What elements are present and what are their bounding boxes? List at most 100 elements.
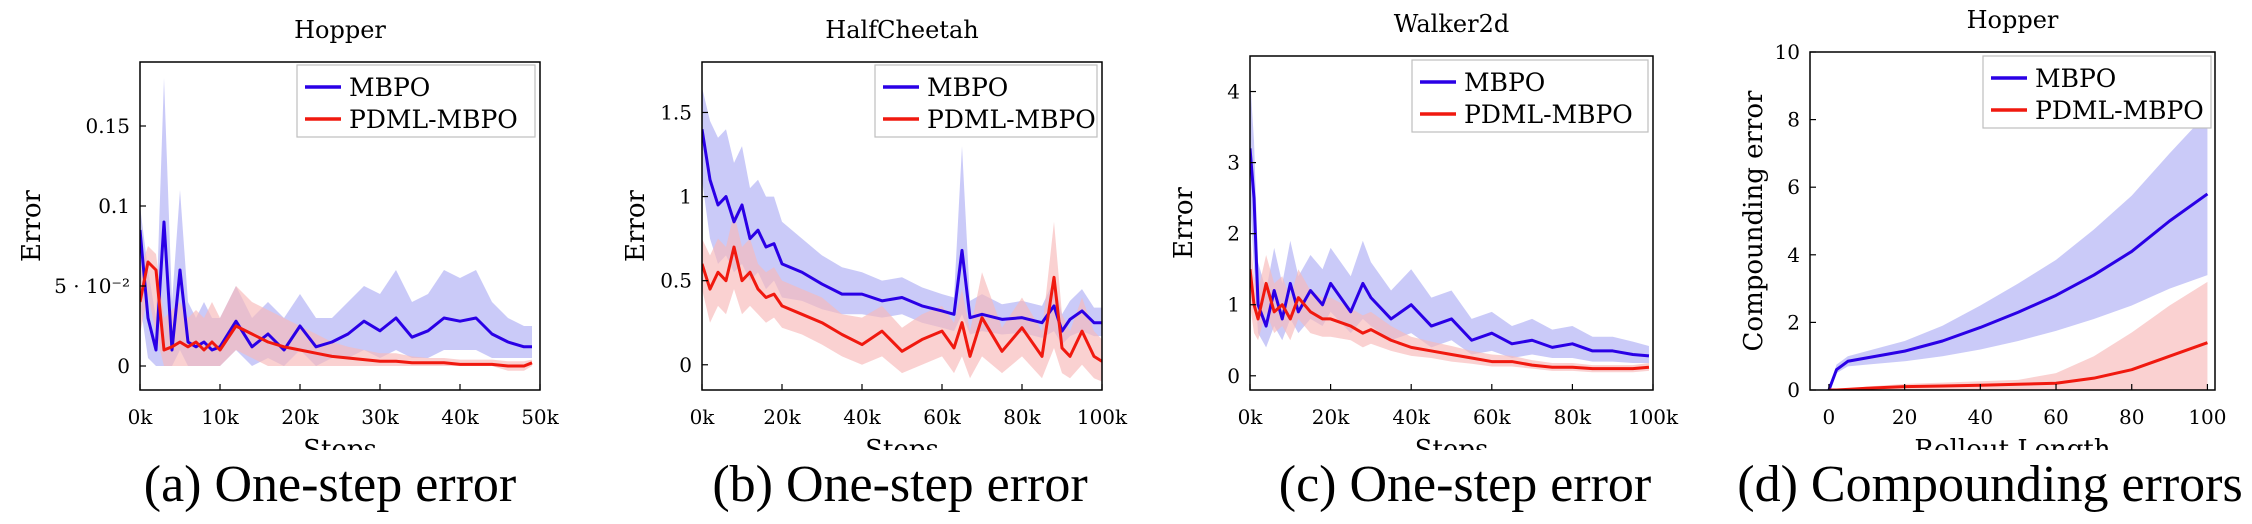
y-tick-label: 3	[1227, 151, 1240, 175]
x-tick-label: 40k	[1392, 405, 1430, 429]
y-tick-label: 0	[117, 354, 130, 378]
x-axis-label: Steps	[865, 435, 939, 450]
y-tick-label: 5 · 10⁻²	[54, 274, 130, 298]
x-tick-label: 10k	[201, 405, 239, 429]
plot-frame	[701, 61, 1103, 391]
caption-a: (a) One-step error	[143, 456, 517, 513]
y-tick-label: 0.15	[85, 114, 130, 138]
legend-label-mbpo: MBPO	[927, 73, 1008, 102]
x-tick-label: 100k	[1628, 405, 1679, 429]
y-axis-label: Error	[621, 189, 651, 261]
chart-title: HalfCheetah	[825, 16, 978, 44]
x-tick-label: 0k	[128, 405, 154, 429]
y-tick-label: 10	[1775, 40, 1800, 64]
y-tick-label: 8	[1787, 108, 1800, 132]
legend-label-pdml-mbpo: PDML-MBPO	[927, 105, 1096, 134]
chart-panel-1: 0k 10k 20k 30k 40k 50k 0 5 · 10⁻² 0.1 0.15 Hopper S…	[17, 16, 560, 450]
chart-title: Walker2d	[1394, 10, 1509, 38]
y-tick-label: 4	[1787, 243, 1800, 267]
x-tick-label: 100k	[1077, 405, 1128, 429]
plot-area	[1827, 112, 2209, 390]
series-line-mbpo	[702, 129, 1102, 333]
x-tick-label: 80k	[1554, 405, 1592, 429]
band-mbpo	[1250, 77, 1649, 363]
legend-box	[1411, 59, 1649, 133]
x-tick-label: 20k	[763, 405, 801, 429]
x-tick-label: 40k	[441, 405, 479, 429]
x-tick-label: 50k	[521, 405, 559, 429]
x-tick-label: 40	[1968, 405, 1993, 429]
x-tick-label: 20	[1892, 405, 1917, 429]
x-tick-label: 80k	[1003, 405, 1041, 429]
legend-label-pdml-mbpo: PDML-MBPO	[1464, 100, 1633, 129]
series-line-pdml-mbpo	[702, 245, 1102, 363]
caption-d: (d) Compounding errors	[1737, 456, 2243, 513]
band-pdml-mbpo	[702, 213, 1102, 382]
legend: MBPO PDML-MBPO	[1982, 55, 2212, 129]
series-line-mbpo	[140, 220, 532, 352]
legend-box	[1982, 55, 2212, 129]
x-tick-label: 100	[2188, 405, 2226, 429]
y-tick-label: 0	[1227, 364, 1240, 388]
x-axis-label: Rollout Length	[1914, 435, 2110, 450]
y-tick-label: 6	[1787, 175, 1800, 199]
x-tick-label: 40k	[843, 405, 881, 429]
chart-panel-3: 0k 20k 40k 60k 80k 100k 0 1 2 3 4 Walker2d Steps Erro…	[1169, 10, 1679, 450]
y-axis-label: Compounding error	[1739, 90, 1769, 351]
legend-box	[874, 64, 1098, 138]
x-tick-label: 20k	[281, 405, 319, 429]
series-line-pdml-mbpo	[140, 260, 533, 368]
band-mbpo	[702, 87, 1102, 345]
y-tick-label: 2	[1227, 222, 1240, 246]
y-tick-label: 1	[1227, 293, 1240, 317]
x-tick-label: 0k	[690, 405, 716, 429]
plot-area	[1250, 77, 1650, 373]
y-tick-label: 1.5	[660, 100, 692, 124]
chart-title: Hopper	[1967, 6, 2059, 34]
caption-c: (c) One-step error	[1278, 456, 1652, 513]
legend: MBPO PDML-MBPO	[296, 64, 536, 138]
x-tick-label: 20k	[1312, 405, 1350, 429]
series-line-mbpo	[1250, 148, 1650, 358]
x-axis-label: Steps	[303, 435, 377, 450]
legend: MBPO PDML-MBPO	[874, 64, 1098, 138]
plot-area	[702, 87, 1102, 382]
band-pdml-mbpo	[140, 246, 532, 371]
x-tick-label: 30k	[361, 405, 399, 429]
y-tick-label: 2	[1787, 310, 1800, 334]
legend-label-mbpo: MBPO	[2035, 64, 2116, 93]
plot-area	[140, 78, 533, 371]
y-tick-label: 1	[679, 185, 692, 209]
band-pdml-mbpo	[1250, 233, 1649, 373]
band-pdml-mbpo	[1828, 281, 2208, 390]
y-tick-label: 0	[1787, 378, 1800, 402]
x-tick-label: 80	[2119, 405, 2144, 429]
legend-label-mbpo: MBPO	[349, 73, 430, 102]
plot-frame	[139, 61, 541, 391]
caption-b: (b) One-step error	[712, 456, 1088, 513]
plot-frame	[1249, 55, 1654, 391]
legend-label-pdml-mbpo: PDML-MBPO	[349, 105, 518, 134]
chart-panel-4: 0 20 40 60 80 100 0 2 4 6 8 10 Hopper Rollout Length C…	[1739, 6, 2227, 450]
legend-box	[296, 64, 536, 138]
y-tick-label: 0	[679, 353, 692, 377]
series-line-pdml-mbpo	[1250, 269, 1650, 371]
series-line-mbpo	[1827, 192, 2209, 390]
legend-label-pdml-mbpo: PDML-MBPO	[2035, 96, 2204, 125]
plot-frame	[1809, 51, 2216, 391]
legend: MBPO PDML-MBPO	[1411, 59, 1649, 133]
y-tick-label: 0.1	[98, 194, 130, 218]
y-tick-label: 4	[1227, 80, 1240, 104]
y-axis-label: Error	[17, 189, 47, 261]
chart-title: Hopper	[294, 16, 386, 44]
y-tick-label: 0.5	[660, 269, 692, 293]
x-tick-label: 0k	[1238, 405, 1264, 429]
x-tick-label: 60	[2043, 405, 2068, 429]
x-tick-label: 60k	[1473, 405, 1511, 429]
y-axis-label: Error	[1169, 186, 1199, 258]
x-axis-label: Steps	[1415, 435, 1489, 450]
legend-label-mbpo: MBPO	[1464, 68, 1545, 97]
chart-panel-2: 0k 20k 40k 60k 80k 100k 0 0.5 1 1.5 HalfCheetah Ste…	[621, 16, 1128, 450]
